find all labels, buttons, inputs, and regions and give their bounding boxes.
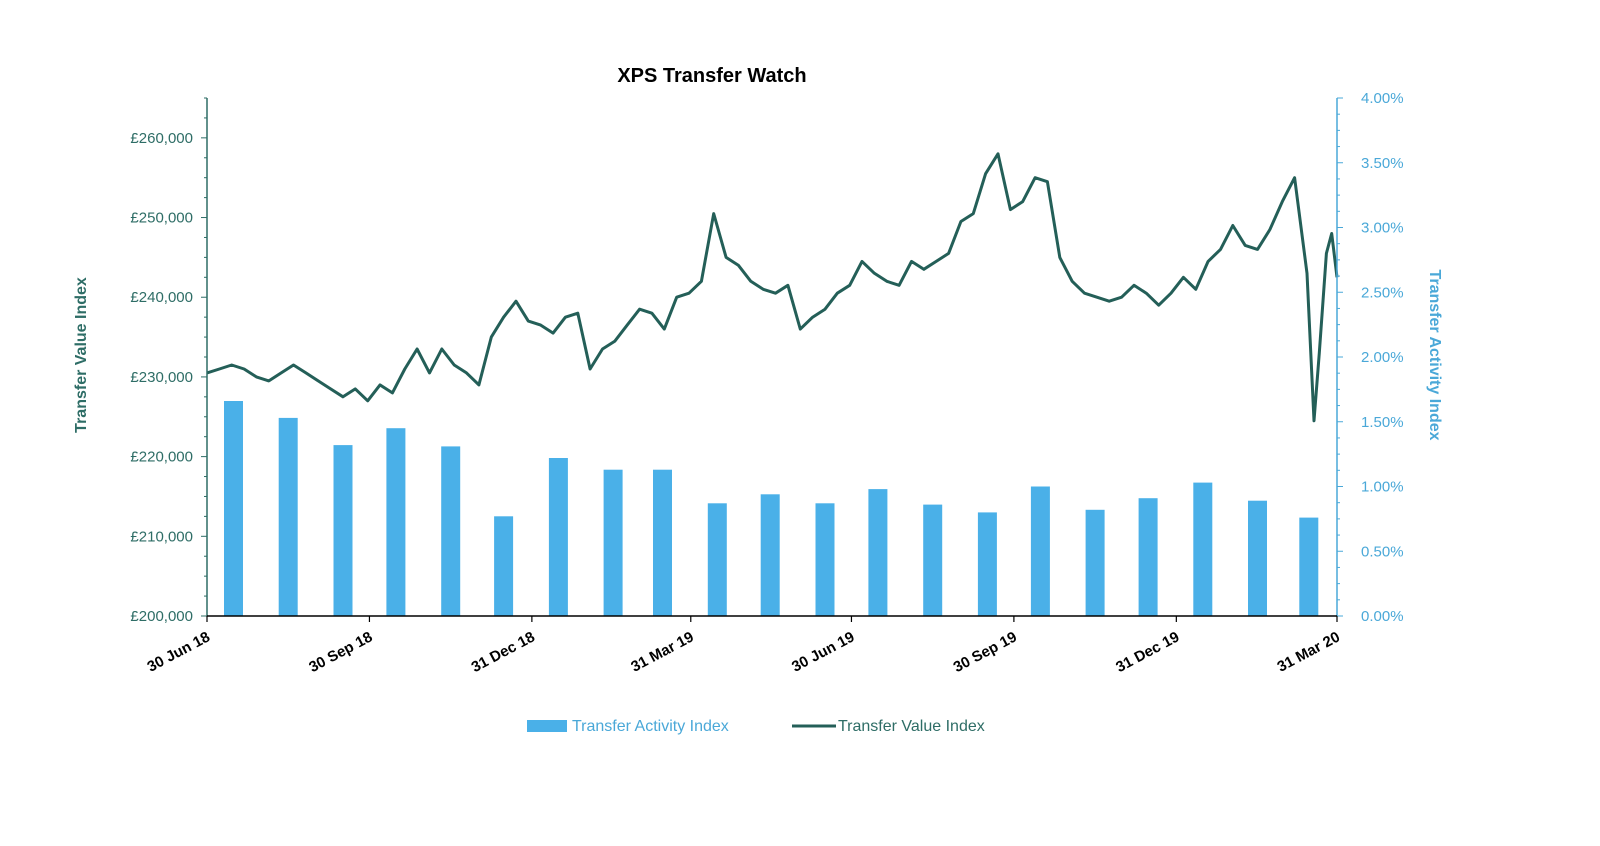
activity-bar xyxy=(707,503,727,616)
activity-bar xyxy=(760,494,780,616)
activity-bar xyxy=(815,503,835,616)
legend-label-value: Transfer Value Index xyxy=(838,718,985,735)
right-tick-label: 2.00% xyxy=(1361,349,1404,366)
right-tick-label: 4.00% xyxy=(1361,90,1404,107)
left-axis-title: Transfer Value Index xyxy=(73,277,90,433)
right-axis-title: Transfer Activity Index xyxy=(1426,269,1443,440)
activity-bar xyxy=(1085,509,1105,616)
activity-bars xyxy=(224,401,1319,616)
chart-title: XPS Transfer Watch xyxy=(617,65,806,87)
x-tick-label: 31 Mar 20 xyxy=(1275,629,1343,676)
x-tick-label: 30 Sep 18 xyxy=(306,629,375,677)
x-tick-label: 30 Jun 19 xyxy=(789,629,857,676)
legend-label-activity: Transfer Activity Index xyxy=(572,718,729,735)
right-tick-label: 0.50% xyxy=(1361,543,1404,560)
activity-bar xyxy=(868,489,888,616)
right-tick-label: 1.00% xyxy=(1361,479,1404,496)
x-axis: 30 Jun 18 30 Sep 18 31 Dec 18 31 Mar 19 30 J… xyxy=(145,615,1343,677)
activity-bar xyxy=(278,417,298,616)
x-tick-label: 31 Dec 19 xyxy=(1113,629,1182,677)
x-tick-label: 31 Dec 18 xyxy=(469,629,538,677)
x-tick-label: 30 Jun 18 xyxy=(145,629,213,676)
left-tick-label: £200,000 xyxy=(130,608,193,625)
activity-bar xyxy=(494,516,514,616)
left-tick-label: £240,000 xyxy=(130,289,193,306)
activity-bar xyxy=(1299,517,1319,616)
right-tick-label: 3.00% xyxy=(1361,220,1404,237)
activity-bar xyxy=(923,504,943,616)
activity-bar xyxy=(548,458,568,616)
activity-bar xyxy=(1193,482,1213,616)
activity-bar xyxy=(977,512,997,616)
activity-bar xyxy=(1030,486,1050,616)
activity-bar xyxy=(386,428,406,616)
right-tick-label: 1.50% xyxy=(1361,414,1404,431)
transfer-value-line xyxy=(206,152,1339,423)
activity-bar xyxy=(441,446,461,616)
legend: Transfer Activity Index Transfer Value I… xyxy=(527,718,985,735)
activity-bar xyxy=(333,445,353,616)
activity-bar xyxy=(653,469,672,616)
left-axis: £200,000 £210,000 £220,000 £230,000 £240,000… xyxy=(130,97,208,625)
x-tick-label: 30 Sep 19 xyxy=(951,629,1020,677)
right-tick-label: 2.50% xyxy=(1361,284,1404,301)
left-tick-label: £250,000 xyxy=(130,210,193,227)
left-tick-label: £230,000 xyxy=(130,369,193,386)
x-tick-label: 31 Mar 19 xyxy=(628,629,696,676)
activity-bar xyxy=(1138,498,1158,616)
left-tick-label: £220,000 xyxy=(130,449,193,466)
activity-bar xyxy=(224,401,243,616)
left-tick-label: £260,000 xyxy=(130,130,193,147)
right-axis: 0.00% 0.50% 1.00% 1.50% 2.00% 2.50% 3.00% 3.50%… xyxy=(1336,90,1404,625)
left-tick-label: £210,000 xyxy=(130,528,193,545)
legend-swatch-activity xyxy=(527,720,567,732)
activity-bar xyxy=(1248,500,1267,616)
activity-bar xyxy=(603,469,623,616)
right-tick-label: 3.50% xyxy=(1361,155,1404,172)
right-tick-label: 0.00% xyxy=(1361,608,1404,625)
